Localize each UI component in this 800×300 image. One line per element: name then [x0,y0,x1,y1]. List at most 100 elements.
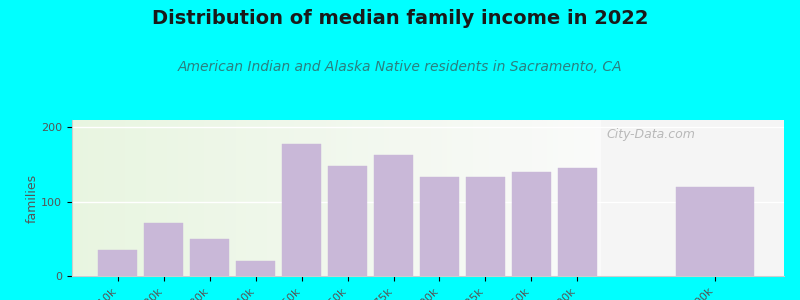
Bar [526,120,532,276]
Bar [458,120,463,276]
Bar [267,120,273,276]
Bar [484,120,490,276]
Bar [490,120,495,276]
Bar [399,120,405,276]
Bar [384,120,389,276]
Bar [299,120,305,276]
Bar [373,120,378,276]
Bar [194,120,199,276]
Bar [474,120,479,276]
Bar [500,120,506,276]
Bar [328,166,367,276]
Bar [342,120,347,276]
Bar [119,120,125,276]
Bar [537,120,542,276]
Bar [190,239,230,276]
Bar [579,120,585,276]
Bar [494,120,500,276]
Bar [225,120,230,276]
Bar [676,187,754,276]
Bar [394,120,400,276]
Bar [590,120,595,276]
Bar [125,120,130,276]
Text: Distribution of median family income in 2022: Distribution of median family income in … [152,9,648,28]
Bar [447,120,453,276]
Bar [162,120,167,276]
Bar [505,120,510,276]
Bar [410,120,415,276]
Bar [283,120,289,276]
Bar [252,120,257,276]
Bar [141,120,146,276]
Bar [553,120,558,276]
Bar [104,120,110,276]
Bar [368,120,374,276]
Bar [178,120,183,276]
Bar [478,120,484,276]
Bar [315,120,321,276]
Bar [326,120,331,276]
Bar [305,120,310,276]
Bar [262,120,268,276]
Bar [585,120,590,276]
Bar [273,120,278,276]
Bar [531,120,537,276]
Bar [167,120,173,276]
Bar [93,120,98,276]
Bar [214,120,220,276]
Bar [278,120,283,276]
Bar [421,120,426,276]
Bar [78,120,82,276]
Bar [374,155,413,276]
Bar [358,120,362,276]
Bar [352,120,358,276]
Bar [415,120,421,276]
Text: City-Data.com: City-Data.com [606,128,695,141]
Bar [241,120,246,276]
Bar [282,144,322,276]
Bar [512,172,551,276]
Bar [144,223,183,276]
Bar [198,120,204,276]
Bar [114,120,120,276]
Bar [151,120,157,276]
Bar [466,177,505,276]
Bar [220,120,226,276]
Bar [331,120,336,276]
Bar [521,120,526,276]
Bar [468,120,474,276]
Bar [362,120,368,276]
Bar [72,120,78,276]
Bar [558,168,597,276]
Bar [563,120,569,276]
Bar [547,120,553,276]
Bar [558,120,563,276]
Bar [246,120,252,276]
Bar [405,120,410,276]
Bar [437,120,442,276]
Bar [183,120,189,276]
Bar [230,120,236,276]
Bar [188,120,194,276]
Bar [88,120,94,276]
Bar [542,120,548,276]
Bar [82,120,88,276]
Bar [98,250,138,276]
Bar [463,120,469,276]
Bar [146,120,151,276]
Text: American Indian and Alaska Native residents in Sacramento, CA: American Indian and Alaska Native reside… [178,60,622,74]
Bar [157,120,162,276]
Bar [130,120,136,276]
Bar [289,120,294,276]
Bar [236,261,275,276]
Y-axis label: families: families [26,173,38,223]
Bar [426,120,431,276]
Bar [569,120,574,276]
Bar [595,120,601,276]
Bar [172,120,178,276]
Bar [510,120,516,276]
Bar [204,120,210,276]
Bar [516,120,522,276]
Bar [442,120,447,276]
Bar [336,120,342,276]
